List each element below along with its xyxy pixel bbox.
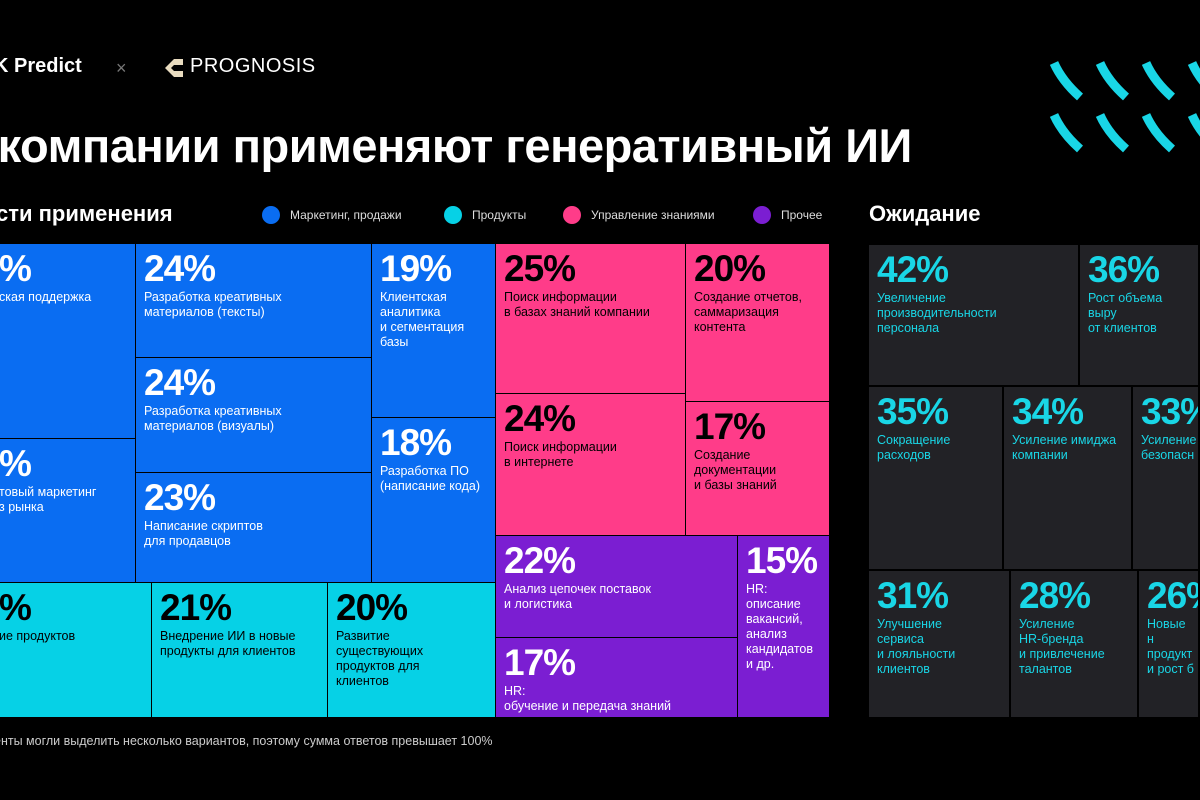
treemap-tile: 20% Создание отчетов, саммаризация конте… [685,243,830,402]
treemap-tile: 17% Создание документации и базы знаний [685,401,830,536]
treemap-tile: 36% Рост объема выру от клиентов [1078,243,1200,387]
tile-label: Поиск информации в интернете [504,440,617,469]
tile-percent: 24% [144,362,216,403]
prognosis-logo-icon [165,59,183,77]
tile-percent: 24% [144,248,216,289]
tile-percent: 28% [1019,575,1091,616]
tile-percent: 31% [877,575,949,616]
legend-label: Управление знаниями [591,208,715,222]
treemap-tile: 42% Увеличение производительности персон… [867,243,1080,387]
tile-label: Клиентская аналитика и сегментация базы [380,290,465,349]
treemap-tile: 21% Внедрение ИИ в новые продукты для кл… [151,582,328,718]
legend-item-other: Прочее [753,206,822,224]
legend-label: Прочее [781,208,823,222]
tile-label: Рост объема выру от клиентов [1088,291,1163,335]
legend-swatch [262,206,280,224]
tile-percent: 34% [1012,391,1084,432]
treemap-tile: 33% Усиление безопасн [1131,385,1200,571]
tile-label: Развитие существующих продуктов для клие… [336,629,424,688]
tile-percent: 17% [504,642,576,683]
tile-label: Создание отчетов, саммаризация контента [694,290,802,334]
tile-percent: 24% [504,398,576,439]
treemap-tile: 18% Разработка ПО (написание кода) [371,417,496,583]
treemap-tile: 24% Разработка креативных материалов (ви… [135,357,372,473]
tile-label: Разработка креативных материалов (визуал… [144,404,282,433]
page-title: к компании применяют генеративный ИИ [0,119,912,172]
tile-percent: 20% [694,248,766,289]
tile-percent: 22% [504,540,576,581]
tile-percent: 15% [746,540,818,581]
tile-percent: 20% [336,587,408,628]
treemap-tile: 15% HR: описание вакансий, анализ кандид… [737,535,830,718]
treemap-tile: 19% Клиентская аналитика и сегментация б… [371,243,496,418]
tile-percent: 36% [1088,249,1160,290]
tile-label: товый маркетинг з рынка [0,485,97,514]
tile-label: Увеличение производительности персонала [877,291,997,335]
tile-label: Усиление HR-бренда и привлечение таланто… [1019,617,1105,676]
tile-label: Разработка креативных материалов (тексты… [144,290,282,319]
decorative-arcs-icon [1049,61,1200,153]
tile-percent: 23% [144,477,216,518]
section-label-applications: сти применения [0,201,173,226]
tile-label: Создание документации и базы знаний [694,448,777,492]
treemap-tile: 20% Развитие существующих продуктов для … [327,582,496,718]
legend-label: Продукты [472,208,527,222]
legend-swatch [563,206,581,224]
legend-item-knowledge: Управление знаниями [563,206,715,224]
tile-percent: 25% [504,248,576,289]
treemap-tile: 34% Усиление имиджа компании [1002,385,1133,571]
treemap-tile: 28% Усиление HR-бренда и привлечение тал… [1009,569,1139,719]
tile-label: ие продуктов [0,629,76,643]
tile-percent: 35% [877,391,949,432]
tile-label: Новые н продукт и рост б [1147,617,1194,676]
tile-percent: % [0,443,32,484]
tile-label: Внедрение ИИ в новые продукты для клиент… [160,629,296,658]
tile-percent: 26% [1147,575,1198,616]
legend-swatch [753,206,771,224]
separator: × [116,58,127,78]
tile-label: Усиление безопасн [1141,433,1197,462]
tile-percent: 42% [877,249,949,290]
tile-label: Поиск информации в базах знаний компании [504,290,650,319]
treemap-tile: % ская поддержка [0,243,136,439]
treemap-tile: 22% Анализ цепочек поставок и логистика [495,535,738,638]
tile-label: ская поддержка [0,290,92,304]
treemap-tile: 24% Разработка креативных материалов (те… [135,243,372,358]
legend-swatch [444,206,462,224]
treemap-tile: 25% Поиск информации в базах знаний комп… [495,243,686,394]
tile-label: HR: описание вакансий, анализ кандидатов… [746,582,814,671]
tile-percent: 19% [380,248,452,289]
tile-label: Анализ цепочек поставок и логистика [504,582,651,611]
legend-item-products: Продукты [444,206,526,224]
treemap-tile: 26% Новые н продукт и рост б [1137,569,1200,719]
footnote: енты могли выделить несколько вариантов,… [0,734,493,748]
treemap-tile: 23% Написание скриптов для продавцов [135,472,372,583]
brand-right: PROGNOSIS [190,55,316,77]
tile-label: Написание скриптов для продавцов [144,519,263,548]
tile-percent: % [0,587,32,628]
tile-label: Разработка ПО (написание кода) [380,464,480,493]
treemap-tile: 24% Поиск информации в интернете [495,393,686,536]
section-label-expectations: Ожидание [869,201,981,226]
treemap-tile: % ие продуктов [0,582,152,718]
tile-percent: % [0,248,32,289]
tile-percent: 17% [694,406,766,447]
tile-percent: 33% [1141,391,1198,432]
tile-percent: 18% [380,422,452,463]
treemap-tile: 17% HR: обучение и передача знаний [495,637,738,718]
treemap-tile: 35% Сокращение расходов [867,385,1004,571]
tile-label: Сокращение расходов [877,433,951,462]
tile-percent: 21% [160,587,232,628]
legend-label: Маркетинг, продажи [290,208,402,222]
tile-label: Улучшение сервиса и лояльности клиентов [877,617,956,676]
legend-item-marketing: Маркетинг, продажи [262,206,402,224]
tile-label: Усиление имиджа компании [1012,433,1117,462]
treemap-tile: 31% Улучшение сервиса и лояльности клиен… [867,569,1011,719]
brand-left: K Predict [0,55,82,77]
tile-label: HR: обучение и передача знаний [504,684,672,713]
treemap-tile: % товый маркетинг з рынка [0,438,136,583]
